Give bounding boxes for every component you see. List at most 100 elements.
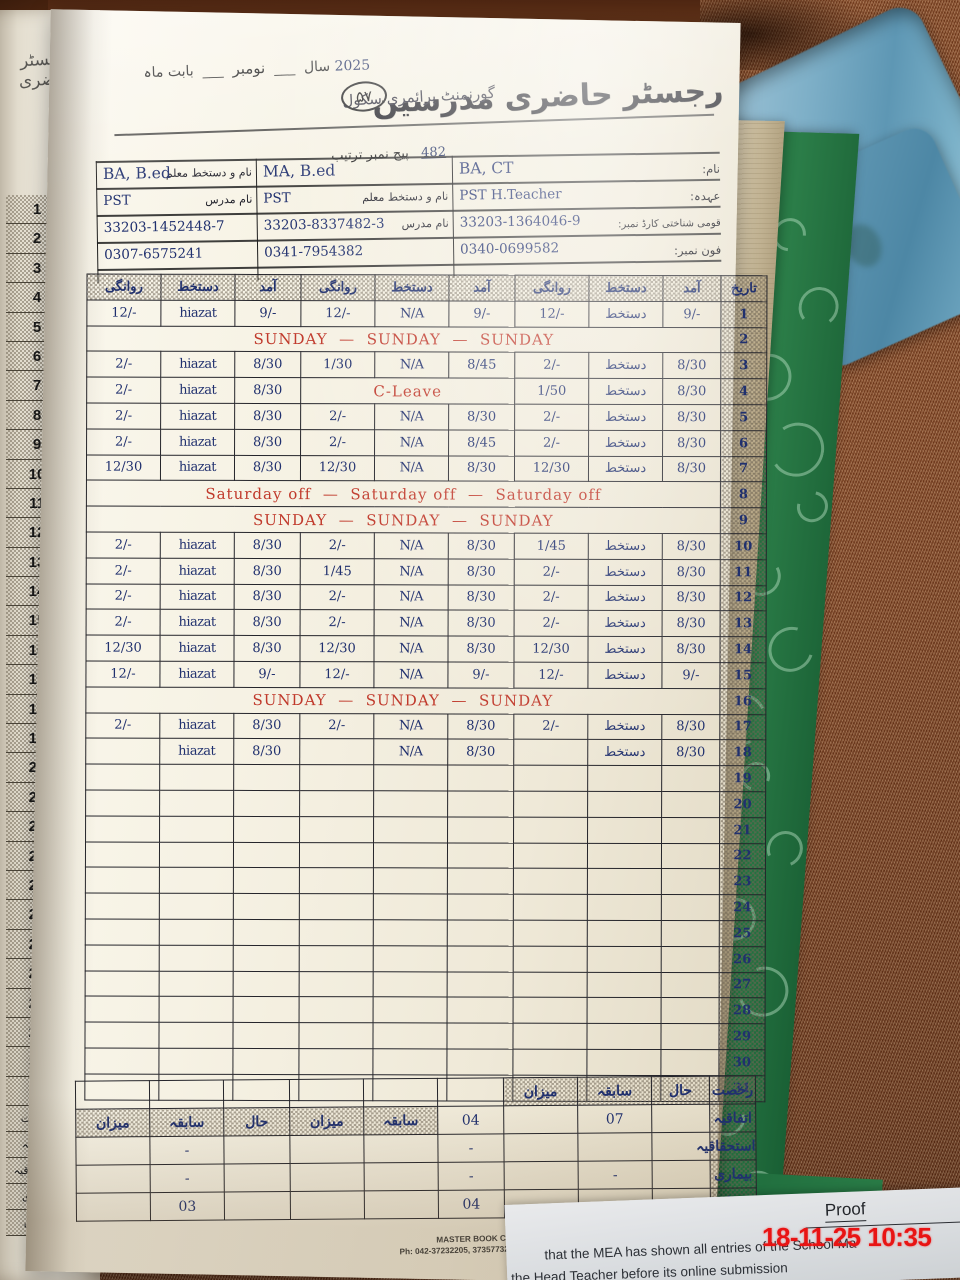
cell-t3-sign[interactable] bbox=[586, 1049, 661, 1076]
cell-t2-arrival[interactable] bbox=[447, 945, 514, 972]
cell-t2-sign[interactable]: N/A bbox=[374, 429, 449, 456]
cell-t2-sign[interactable]: N/A bbox=[374, 558, 449, 585]
cell-t1-sign[interactable] bbox=[159, 944, 234, 971]
cell-t3-arrival[interactable] bbox=[661, 920, 720, 947]
cell-t2-sign[interactable]: N/A bbox=[374, 455, 449, 482]
cell-t3-arrival[interactable] bbox=[661, 946, 720, 973]
table-row[interactable]: 2/- hiazat 8/30 C-Leave 1/50 دستخط 8/30 4 bbox=[86, 377, 767, 405]
cell-t2-sign[interactable]: N/A bbox=[374, 532, 449, 559]
cell-t1-departure[interactable] bbox=[84, 1022, 160, 1049]
cell-t1-arrival[interactable] bbox=[233, 841, 300, 868]
cell-t3-arrival[interactable]: 8/30 bbox=[661, 714, 720, 741]
cell-t2-arrival[interactable]: 8/30 bbox=[447, 713, 514, 740]
cell-t1-departure[interactable]: 12/- bbox=[86, 299, 161, 326]
cell-t1-departure[interactable]: 2/- bbox=[86, 609, 161, 636]
table-row[interactable]: 19 bbox=[85, 764, 766, 792]
cell-t1-sign[interactable] bbox=[159, 764, 234, 791]
cell-t1-sign[interactable]: hiazat bbox=[159, 635, 235, 662]
cell-t2-arrival[interactable]: 8/45 bbox=[448, 352, 515, 379]
cell-t2-arrival[interactable] bbox=[447, 765, 514, 792]
table-row[interactable]: 2/- hiazat 8/30 2/- N/A 8/30 2/- دستخط 8/30 5 bbox=[86, 403, 767, 431]
cell-t3-departure[interactable] bbox=[513, 971, 588, 998]
cell-t1-sign[interactable] bbox=[159, 841, 234, 868]
cell-t3-departure[interactable] bbox=[513, 842, 588, 869]
cell-t2-sign[interactable]: N/A bbox=[373, 661, 448, 688]
cell-t1-sign[interactable]: hiazat bbox=[160, 428, 235, 455]
cell-t1-sign[interactable] bbox=[159, 970, 234, 997]
cell-t2-departure[interactable]: 2/- bbox=[300, 584, 375, 611]
cell-t1-departure[interactable]: 2/- bbox=[86, 531, 161, 558]
cell-t1-arrival[interactable]: 8/30 bbox=[233, 635, 301, 662]
cell-t1-arrival[interactable] bbox=[233, 919, 300, 946]
cell-t1-sign[interactable]: hiazat bbox=[160, 300, 235, 326]
cell-t1-sign[interactable] bbox=[159, 867, 234, 894]
cell-t2-arrival[interactable]: 8/30 bbox=[448, 558, 515, 585]
cell-t1-departure[interactable] bbox=[85, 918, 160, 945]
cell-t3-arrival[interactable] bbox=[661, 972, 720, 998]
cell-t1-sign[interactable]: hiazat bbox=[160, 454, 235, 481]
cell-t3-sign[interactable] bbox=[587, 971, 662, 998]
cell-t3-departure[interactable]: 2/- bbox=[514, 352, 589, 379]
cell-t1-arrival[interactable] bbox=[233, 790, 300, 817]
cell-t3-departure[interactable] bbox=[513, 945, 588, 972]
cell-t1-arrival[interactable]: 8/30 bbox=[234, 454, 301, 481]
cell-t2-departure[interactable]: 2/- bbox=[300, 532, 375, 559]
table-row[interactable]: 29 bbox=[84, 1022, 766, 1050]
cell-t1-sign[interactable]: hiazat bbox=[160, 609, 235, 636]
cell-t3-departure[interactable] bbox=[513, 868, 588, 895]
table-row[interactable]: 27 bbox=[85, 970, 766, 999]
cell-t2-sign[interactable] bbox=[373, 919, 448, 946]
cell-t1-arrival[interactable]: 8/30 bbox=[234, 351, 301, 378]
cell-t2-arrival[interactable] bbox=[447, 790, 514, 817]
cell-t2-departure[interactable]: 12/- bbox=[300, 300, 375, 327]
cell-t2-departure[interactable]: 12/30 bbox=[300, 455, 375, 482]
cell-t1-arrival[interactable] bbox=[233, 970, 300, 997]
cell-t1-departure[interactable] bbox=[85, 970, 160, 997]
cell-t3-departure[interactable] bbox=[513, 765, 588, 792]
cell-t3-sign[interactable] bbox=[587, 842, 662, 869]
cell-t3-departure[interactable]: 2/- bbox=[514, 558, 589, 585]
cell-t3-sign[interactable]: دستخط bbox=[587, 636, 663, 663]
cell-t2-sign[interactable] bbox=[372, 1022, 448, 1049]
table-row[interactable]: 12/30 hiazat 8/30 12/30 N/A 8/30 12/30 دستخط 8/3… bbox=[86, 454, 767, 483]
cell-t2-sign[interactable] bbox=[373, 842, 448, 869]
cell-t1-sign[interactable]: hiazat bbox=[160, 351, 235, 378]
cell-t3-arrival[interactable]: 8/30 bbox=[662, 559, 721, 586]
cell-t1-departure[interactable] bbox=[85, 893, 160, 920]
cell-t3-sign[interactable]: دستخط bbox=[588, 301, 663, 328]
table-row[interactable]: 30 bbox=[84, 1047, 765, 1076]
cell-t1-sign[interactable] bbox=[159, 996, 234, 1023]
cell-t3-sign[interactable]: دستخط bbox=[588, 430, 663, 457]
cell-t1-arrival[interactable]: 8/30 bbox=[234, 403, 301, 430]
cell-t2-departure[interactable] bbox=[299, 764, 374, 791]
cell-t3-arrival[interactable] bbox=[661, 894, 720, 921]
cell-t1-departure[interactable] bbox=[85, 815, 160, 842]
cell-t1-sign[interactable] bbox=[158, 1048, 233, 1075]
cell-t1-departure[interactable]: 12/30 bbox=[85, 635, 161, 662]
cell-t1-arrival[interactable] bbox=[233, 867, 300, 894]
cell-t2-arrival[interactable]: 8/30 bbox=[448, 584, 515, 611]
cell-t3-departure[interactable] bbox=[513, 791, 588, 818]
cell-t1-sign[interactable]: hiazat bbox=[160, 377, 235, 404]
table-row[interactable]: 26 bbox=[85, 944, 766, 973]
cell-t1-departure[interactable] bbox=[85, 764, 160, 791]
cell-t1-departure[interactable]: 2/- bbox=[86, 403, 161, 429]
cell-t3-arrival[interactable] bbox=[660, 1049, 719, 1076]
cell-t2-sign[interactable]: N/A bbox=[374, 300, 449, 327]
cell-t1-departure[interactable]: 2/- bbox=[86, 351, 161, 378]
cell-t3-arrival[interactable] bbox=[661, 791, 720, 818]
cell-t2-arrival[interactable]: 8/30 bbox=[448, 532, 515, 559]
cell-t2-sign[interactable] bbox=[373, 868, 448, 895]
cell-t2-sign[interactable]: N/A bbox=[373, 635, 449, 662]
cell-t1-arrival[interactable] bbox=[232, 1048, 299, 1075]
cell-t1-arrival[interactable] bbox=[233, 816, 300, 843]
cell-t2-arrival[interactable]: 8/30 bbox=[447, 739, 514, 766]
cell-t2-sign[interactable]: N/A bbox=[374, 610, 449, 637]
cell-t1-arrival[interactable]: 8/30 bbox=[233, 712, 300, 739]
cell-t2-arrival[interactable]: 8/30 bbox=[447, 636, 515, 663]
cell-t1-sign[interactable]: hiazat bbox=[160, 532, 235, 559]
cell-t3-departure[interactable]: 12/30 bbox=[513, 636, 589, 663]
cell-t3-arrival[interactable] bbox=[661, 868, 720, 895]
cell-t1-arrival[interactable]: 9/- bbox=[233, 661, 300, 688]
cell-t2-departure[interactable]: 2/- bbox=[300, 403, 375, 430]
